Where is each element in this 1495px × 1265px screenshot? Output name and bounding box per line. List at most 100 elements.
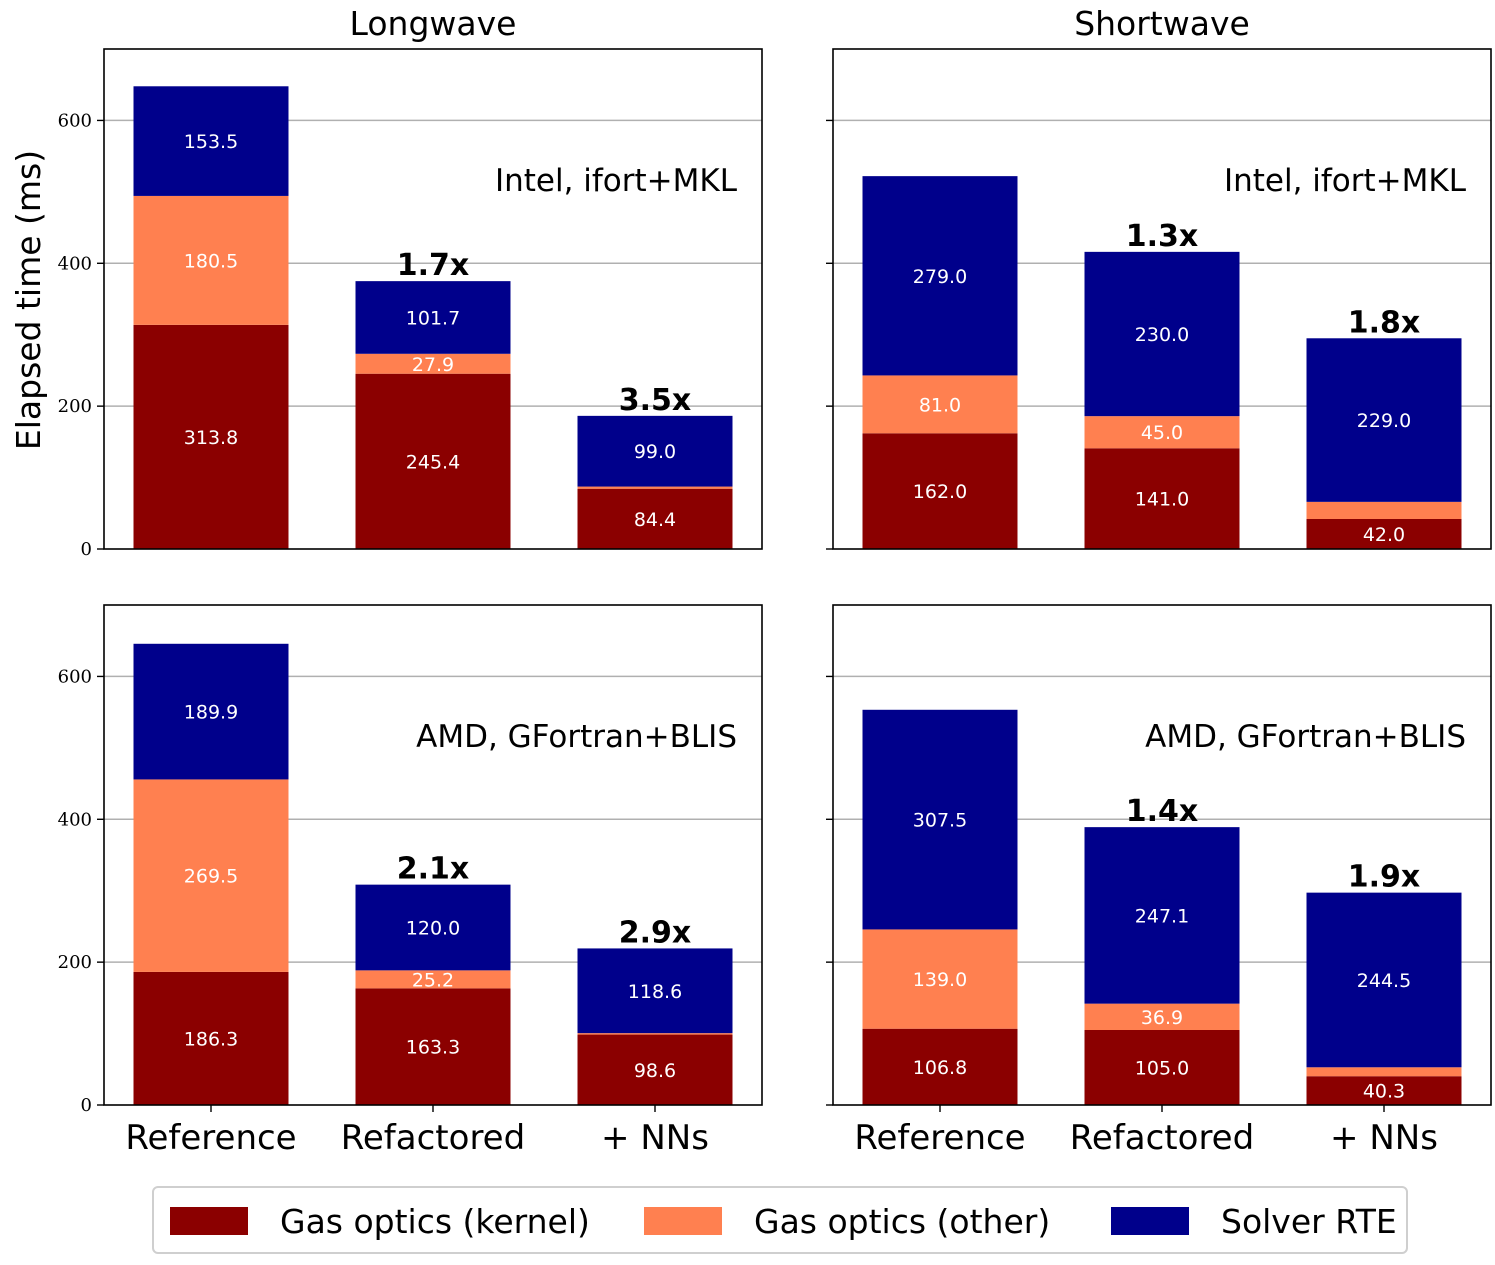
data-label: 106.8: [913, 1057, 967, 1079]
speedup-label: 1.7x: [397, 248, 470, 283]
x-tick-label: Reference: [125, 1118, 296, 1158]
bar-gas-optics-other-reference: [862, 929, 1018, 1029]
data-label: 42.0: [1363, 524, 1405, 546]
y-tick-label: 200: [58, 952, 92, 973]
y-tick-label: 400: [58, 809, 92, 830]
y-tick-label: 400: [58, 253, 92, 274]
axes-frame: [103, 48, 763, 550]
data-label: 186.3: [184, 1028, 238, 1050]
y-tick-label: 0: [81, 1095, 92, 1116]
bar-solver-rte-refactored: [355, 281, 511, 354]
bar-gas-optics-kernel-refactored: [1084, 1030, 1240, 1105]
bar-gas-optics-kernel-refactored: [355, 373, 511, 549]
data-label: 269.5: [184, 866, 238, 888]
legend-swatch-gas-other: [644, 1207, 722, 1235]
legend-swatch-solver-rte: [1111, 1207, 1189, 1235]
data-label: 153.5: [184, 131, 238, 153]
bar-gas-optics-other-nns: [577, 1033, 733, 1035]
bar-gas-optics-kernel-reference: [133, 324, 289, 549]
speedup-label: 3.5x: [619, 383, 692, 418]
x-tick-label: + NNs: [601, 1118, 709, 1158]
y-tick-label: 600: [58, 110, 92, 131]
bar-gas-optics-other-refactored: [355, 970, 511, 989]
bar-gas-optics-kernel-nns: [577, 488, 733, 549]
panels: 313.8 180.5 153.5 245.4 27.9 101.7 1.7x 84.4 99.…: [58, 4, 1492, 1158]
speedup-label: 1.4x: [1126, 794, 1199, 829]
data-label: 279.0: [913, 266, 967, 288]
data-label: 307.5: [913, 810, 967, 832]
bar-solver-rte-reference: [862, 176, 1018, 376]
data-label: 84.4: [634, 509, 676, 531]
legend-item-solver-rte: Solver RTE: [1111, 1201, 1397, 1241]
bar-solver-rte-refactored: [1084, 827, 1240, 1004]
bar-gas-optics-other-nns: [1306, 501, 1462, 519]
legend-label-gas-other: Gas optics (other): [754, 1201, 1051, 1241]
panel-title: Shortwave: [1074, 4, 1250, 43]
data-label: 36.9: [1141, 1007, 1183, 1029]
bar-gas-optics-kernel-reference: [862, 1028, 1018, 1105]
data-label: 139.0: [913, 969, 967, 991]
bar-gas-optics-kernel-nns: [1306, 519, 1462, 549]
data-label: 141.0: [1135, 489, 1189, 511]
panel-2: 186.3 269.5 189.9 163.3 25.2 120.0 2.1x 98.6 118…: [58, 604, 763, 1158]
bar-solver-rte-reference: [133, 643, 289, 780]
bar-solver-rte-refactored: [355, 884, 511, 971]
legend-label-gas-kernel: Gas optics (kernel): [280, 1201, 590, 1241]
bar-gas-optics-other-reference: [133, 779, 289, 972]
x-tick-label: + NNs: [1330, 1118, 1438, 1158]
bar-gas-optics-kernel-refactored: [355, 988, 511, 1105]
speedup-label: 2.9x: [619, 915, 692, 950]
legend-item-gas-kernel: Gas optics (kernel): [170, 1201, 590, 1241]
bar-solver-rte-nns: [1306, 338, 1462, 502]
legend-swatch-gas-kernel: [170, 1207, 248, 1235]
config-annotation: AMD, GFortran+BLIS: [1145, 719, 1466, 755]
bar-gas-optics-other-nns: [577, 486, 733, 489]
data-label: 25.2: [412, 969, 454, 991]
panel-3: 106.8 139.0 307.5 105.0 36.9 247.1 1.4x 40.3 244…: [826, 604, 1492, 1158]
speedup-label: 1.8x: [1348, 305, 1421, 340]
y-tick-label: 200: [58, 396, 92, 417]
legend-item-gas-other: Gas optics (other): [644, 1201, 1050, 1241]
data-label: 120.0: [406, 918, 460, 940]
y-tick-label: 600: [58, 666, 92, 687]
bar-gas-optics-kernel-nns: [1306, 1076, 1462, 1105]
bar-solver-rte-reference: [862, 709, 1018, 930]
panel-1: 162.0 81.0 279.0 141.0 45.0 230.0 1.3x 42.0 229.…: [826, 4, 1492, 550]
bar-gas-optics-other-refactored: [1084, 1003, 1240, 1030]
data-label: 99.0: [634, 441, 676, 463]
panel-title: Longwave: [350, 4, 517, 43]
y-axis-label: Elapsed time (ms): [9, 150, 48, 450]
data-label: 247.1: [1135, 905, 1189, 927]
x-tick-label: Refactored: [1070, 1118, 1254, 1158]
bar-solver-rte-nns: [577, 948, 733, 1034]
data-label: 27.9: [412, 354, 454, 376]
bar-solver-rte-nns: [1306, 892, 1462, 1068]
bar-solver-rte-nns: [577, 415, 733, 487]
axes-frame: [832, 48, 1492, 550]
bar-gas-optics-kernel-reference: [133, 971, 289, 1105]
data-label: 313.8: [184, 427, 238, 449]
data-label: 81.0: [919, 394, 961, 416]
y-tick-label: 0: [81, 539, 92, 560]
speedup-label: 1.9x: [1348, 860, 1421, 895]
data-label: 98.6: [634, 1060, 676, 1082]
legend: Gas optics (kernel) Gas optics (other) S…: [152, 1186, 1408, 1254]
data-label: 180.5: [184, 250, 238, 272]
legend-label-solver-rte: Solver RTE: [1221, 1201, 1397, 1241]
data-label: 40.3: [1363, 1081, 1405, 1103]
data-label: 229.0: [1357, 410, 1411, 432]
figure: Elapsed time (ms) 313.8 180.5 153.5 245.4 27…: [9, 4, 1492, 1158]
bar-gas-optics-other-reference: [862, 375, 1018, 434]
config-annotation: Intel, ifort+MKL: [495, 163, 738, 199]
bar-gas-optics-kernel-reference: [862, 433, 1018, 549]
config-annotation: AMD, GFortran+BLIS: [416, 719, 737, 755]
x-tick-label: Refactored: [341, 1118, 525, 1158]
data-label: 230.0: [1135, 324, 1189, 346]
bar-gas-optics-other-nns: [1306, 1067, 1462, 1077]
x-tick-label: Reference: [854, 1118, 1025, 1158]
bar-gas-optics-kernel-refactored: [1084, 448, 1240, 549]
bar-gas-optics-other-refactored: [355, 353, 511, 374]
speedup-label: 1.3x: [1126, 219, 1199, 254]
speedup-label: 2.1x: [397, 852, 470, 887]
data-label: 118.6: [628, 981, 682, 1003]
